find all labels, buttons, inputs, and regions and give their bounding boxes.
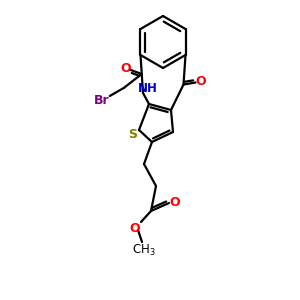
Text: S: S <box>128 128 137 140</box>
Text: NH: NH <box>138 82 158 94</box>
Text: O: O <box>170 196 180 208</box>
Text: O: O <box>130 221 140 235</box>
Text: O: O <box>195 75 206 88</box>
Text: Br: Br <box>94 94 110 106</box>
Text: O: O <box>120 61 131 74</box>
Text: CH$_3$: CH$_3$ <box>132 242 156 257</box>
